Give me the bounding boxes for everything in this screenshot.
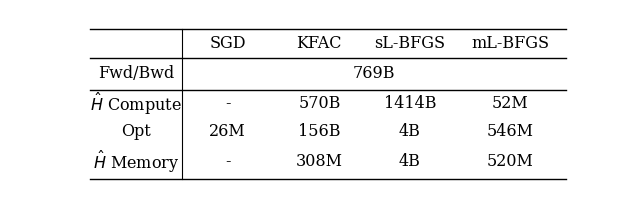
Text: mL-BFGS: mL-BFGS [471,35,549,52]
Text: 4B: 4B [399,123,420,140]
Text: 1414B: 1414B [383,95,436,112]
Text: $\hat{H}$ Memory: $\hat{H}$ Memory [93,149,179,175]
Text: Fwd/Bwd: Fwd/Bwd [98,65,174,82]
Text: $\hat{H}$ Compute: $\hat{H}$ Compute [90,91,182,117]
Text: 26M: 26M [209,123,246,140]
Text: 308M: 308M [296,153,343,170]
Text: 156B: 156B [298,123,340,140]
Text: 4B: 4B [399,153,420,170]
Text: Opt: Opt [121,123,150,140]
Text: 769B: 769B [353,65,395,82]
Text: KFAC: KFAC [296,35,342,52]
Text: SGD: SGD [209,35,246,52]
Text: sL-BFGS: sL-BFGS [374,35,445,52]
Text: 52M: 52M [492,95,529,112]
Text: -: - [225,153,230,170]
Text: 546M: 546M [487,123,534,140]
Text: -: - [225,95,230,112]
Text: 570B: 570B [298,95,340,112]
Text: 520M: 520M [487,153,534,170]
